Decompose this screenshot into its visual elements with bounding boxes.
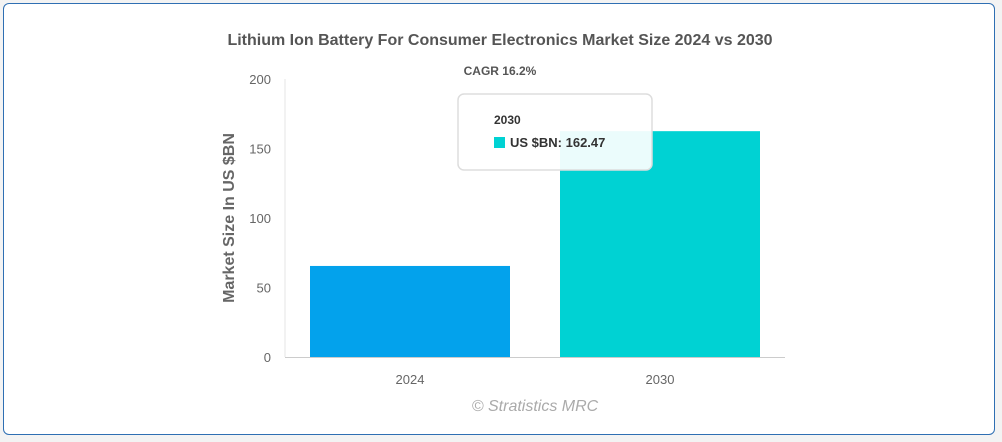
chart-subtitle: CAGR 16.2% (464, 64, 537, 78)
y-tick-label-3: 150 (249, 142, 271, 157)
y-tick-label-1: 50 (257, 281, 271, 296)
x-axis-ticks: 2024 2030 (396, 372, 675, 387)
tooltip-swatch (494, 137, 505, 148)
y-axis-label: Market Size In US $BN (221, 133, 238, 303)
y-tick-label-0: 0 (264, 350, 271, 365)
chart-title: Lithium Ion Battery For Consumer Electro… (227, 32, 772, 49)
tooltip-box (457, 93, 653, 171)
bar-2024[interactable] (310, 265, 510, 357)
tooltip-category: 2030 (494, 113, 521, 127)
chart-credit: © Stratistics MRC (472, 398, 599, 415)
y-axis-ticks: 0 50 100 150 200 (249, 72, 271, 365)
tooltip-value: US $BN: 162.47 (510, 135, 605, 150)
y-tick-label-2: 100 (249, 211, 271, 226)
y-tick-label-4: 200 (249, 72, 271, 87)
x-tick-label-2024: 2024 (396, 372, 425, 387)
chart-frame (3, 3, 995, 435)
tooltip: 2030 US $BN: 162.47 (457, 93, 653, 171)
x-tick-label-2030: 2030 (646, 372, 675, 387)
